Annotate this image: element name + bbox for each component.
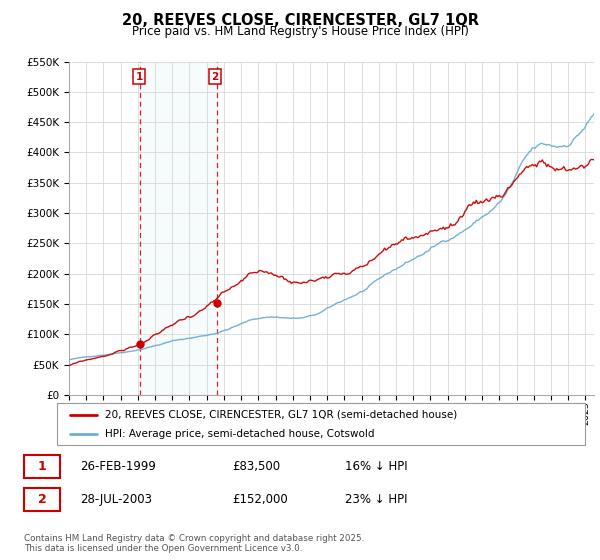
Text: 1: 1	[136, 72, 143, 82]
Text: £83,500: £83,500	[232, 460, 280, 473]
Text: 28-JUL-2003: 28-JUL-2003	[80, 493, 152, 506]
Text: 16% ↓ HPI: 16% ↓ HPI	[345, 460, 408, 473]
Text: 2: 2	[212, 72, 219, 82]
Bar	[140, 62, 217, 395]
Text: 2: 2	[38, 493, 46, 506]
Text: 1: 1	[38, 460, 46, 473]
Text: Price paid vs. HM Land Registry's House Price Index (HPI): Price paid vs. HM Land Registry's House …	[131, 25, 469, 38]
Text: Contains HM Land Registry data © Crown copyright and database right 2025.
This d: Contains HM Land Registry data © Crown c…	[24, 534, 364, 553]
FancyBboxPatch shape	[23, 455, 60, 478]
Text: 20, REEVES CLOSE, CIRENCESTER, GL7 1QR: 20, REEVES CLOSE, CIRENCESTER, GL7 1QR	[121, 13, 479, 28]
Text: 26-FEB-1999: 26-FEB-1999	[80, 460, 156, 473]
FancyBboxPatch shape	[23, 488, 60, 511]
Text: 20, REEVES CLOSE, CIRENCESTER, GL7 1QR (semi-detached house): 20, REEVES CLOSE, CIRENCESTER, GL7 1QR (…	[104, 409, 457, 419]
Text: HPI: Average price, semi-detached house, Cotswold: HPI: Average price, semi-detached house,…	[104, 429, 374, 439]
Text: 23% ↓ HPI: 23% ↓ HPI	[345, 493, 407, 506]
FancyBboxPatch shape	[57, 403, 585, 445]
Text: £152,000: £152,000	[232, 493, 288, 506]
